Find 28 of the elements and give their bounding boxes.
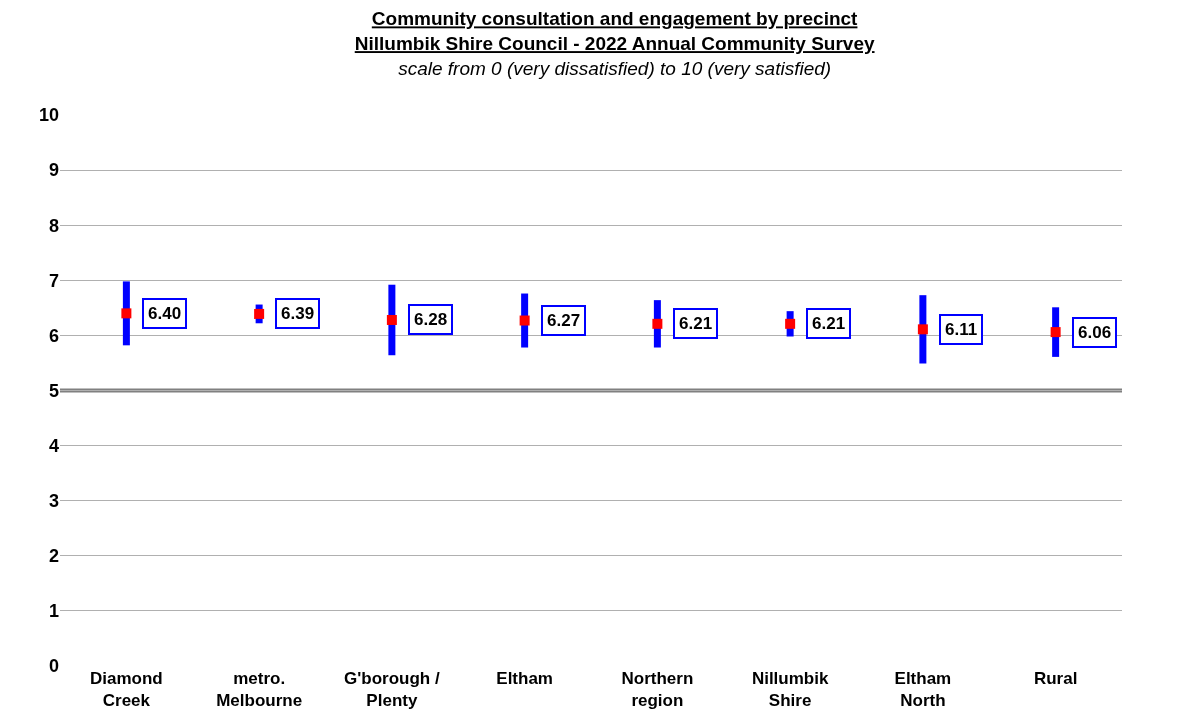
x-tick-label: Eltham bbox=[496, 669, 553, 688]
y-tick-label: 0 bbox=[48, 656, 59, 677]
text: 6.11 bbox=[945, 320, 978, 339]
y-tick-label: 7 bbox=[48, 270, 59, 291]
y-tick-label: 10 bbox=[38, 105, 59, 126]
text: 6.21 bbox=[812, 314, 846, 333]
y-tick-label: 6 bbox=[48, 325, 59, 346]
text: 6.40 bbox=[148, 304, 182, 323]
text: 6.21 bbox=[679, 314, 713, 333]
y-tick-label: 4 bbox=[48, 435, 59, 456]
x-tick-label: Eltham North bbox=[894, 669, 952, 711]
y-tick-label: 5 bbox=[48, 380, 59, 401]
text: 6.28 bbox=[414, 310, 448, 329]
x-tick-label: Diamond Creek bbox=[90, 669, 163, 711]
y-tick-label: 9 bbox=[48, 160, 59, 181]
text: 6.39 bbox=[281, 304, 315, 323]
text: 6.27 bbox=[547, 311, 581, 330]
chart-subtitle: scale from 0 (very dissatisfied) to 10 (very satisfied) bbox=[398, 57, 832, 79]
y-tick-label: 2 bbox=[48, 546, 59, 567]
x-tick-label: metro. Melbourne bbox=[216, 669, 303, 711]
y-tick-label: 8 bbox=[48, 215, 59, 236]
x-tick-label: G'borough / Plenty bbox=[344, 669, 440, 711]
y-tick-label: 1 bbox=[48, 601, 59, 622]
x-tick-label: Nillumbik Shire bbox=[751, 669, 829, 711]
text: 6.06 bbox=[1078, 323, 1112, 342]
y-tick-label: 3 bbox=[48, 491, 59, 511]
x-tick-label: Rural bbox=[1033, 669, 1078, 688]
x-tick-label: Northern region bbox=[621, 669, 694, 711]
